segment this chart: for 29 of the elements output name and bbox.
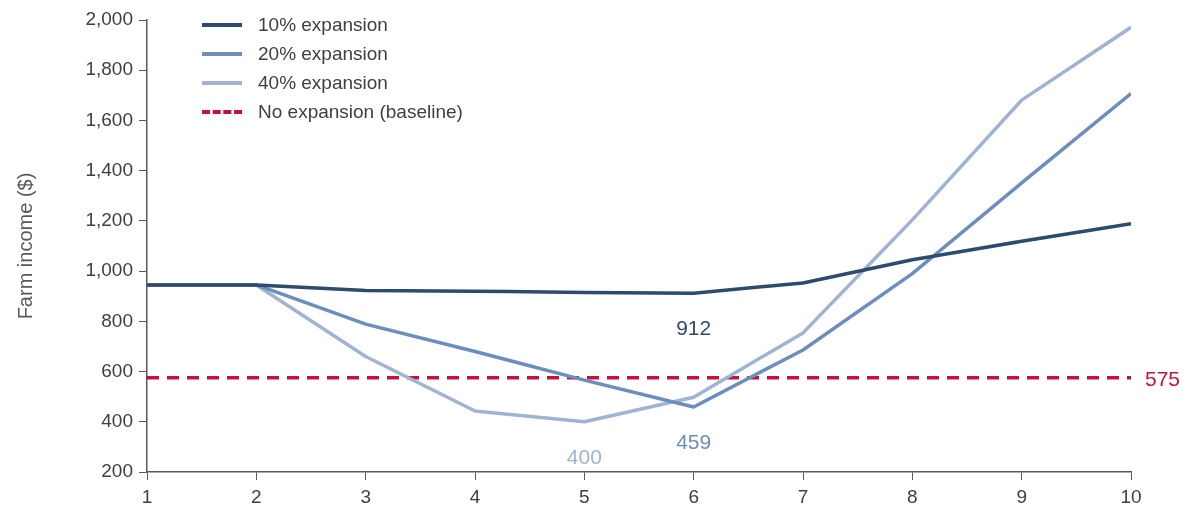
y-tick-label: 1,000 [85, 259, 133, 281]
y-tick-label: 1,800 [85, 58, 133, 80]
y-tick-label: 2,000 [85, 8, 133, 30]
y-tick-label: 200 [101, 460, 133, 482]
x-tick-label: 7 [797, 485, 809, 507]
y-tick-label: 1,200 [85, 209, 133, 231]
x-tick-label: 8 [907, 485, 918, 507]
y-axis-title: Farm income ($) [13, 172, 36, 320]
data-label: 912 [676, 316, 712, 340]
legend-label: No expansion (baseline) [258, 101, 463, 123]
x-tick-label: 6 [688, 485, 699, 507]
x-tick-label: 5 [579, 485, 590, 507]
y-tick-label: 600 [101, 359, 133, 381]
x-tick-label: 4 [469, 485, 481, 507]
data-label: 459 [676, 429, 712, 453]
x-tick-label: 1 [141, 485, 153, 507]
x-tick-label: 3 [360, 485, 371, 507]
y-tick-label: 800 [101, 309, 133, 331]
x-tick-label: 10 [1120, 485, 1142, 507]
x-tick-label: 9 [1016, 485, 1027, 507]
data-label: 400 [566, 444, 602, 468]
legend-label: 40% expansion [258, 72, 388, 94]
y-tick-label: 400 [101, 410, 133, 432]
y-tick-label: 1,400 [85, 158, 133, 180]
y-tick-label: 1,600 [85, 108, 133, 130]
data-label: 575 [1145, 366, 1181, 390]
legend-label: 20% expansion [258, 43, 388, 65]
x-tick-label: 2 [251, 485, 262, 507]
legend-label: 10% expansion [258, 14, 388, 36]
